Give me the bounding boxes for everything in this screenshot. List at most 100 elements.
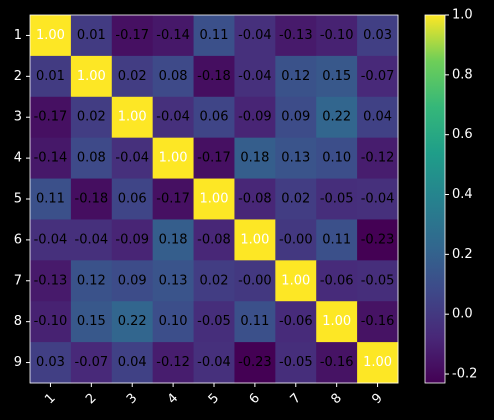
heatmap-cell: [70, 260, 113, 302]
heatmap-cell: [234, 55, 276, 98]
heatmap-cell: [70, 96, 113, 139]
colorbar-tick-label: -0.2: [452, 367, 477, 382]
heatmap-cell: [152, 178, 195, 220]
heatmap-cell: [234, 301, 276, 343]
cell-label: -0.10: [34, 314, 68, 329]
heatmap-cell: [193, 55, 235, 98]
heatmap-cell: [193, 301, 235, 343]
heatmap-cell: [152, 342, 195, 384]
cell-label: 0.03: [363, 28, 392, 43]
cell-label: -0.23: [361, 232, 395, 247]
cell-label: -0.10: [320, 28, 354, 43]
cell-label: 1.00: [322, 314, 351, 329]
heatmap-cell: [357, 137, 399, 180]
heatmap-cell: [275, 178, 317, 220]
colorbar-tick-label: 1.0: [452, 8, 473, 23]
cell-label: -0.13: [34, 273, 68, 288]
heatmap-cell: [152, 219, 195, 261]
cell-label: -0.18: [197, 69, 231, 84]
y-tick-label: 5: [14, 192, 22, 207]
cell-label: -0.05: [361, 273, 395, 288]
heatmap-cell: [70, 219, 113, 261]
heatmap-cell: [193, 260, 235, 302]
heatmap-cell: [30, 55, 72, 98]
cell-label: 0.10: [322, 151, 351, 166]
heatmap-cell: [316, 260, 358, 302]
heatmap-cell: [275, 219, 317, 261]
cell-label: -0.17: [156, 192, 190, 207]
colorbar: [424, 14, 446, 384]
cell-label: 0.06: [118, 192, 147, 207]
heatmap-cell: [152, 96, 195, 139]
heatmap-cell: [111, 137, 154, 180]
heatmap-cell: [30, 15, 72, 57]
cell-label: -0.04: [75, 232, 109, 247]
x-tick-label: 3: [124, 391, 140, 407]
cell-label: -0.17: [197, 151, 231, 166]
heatmap-cell: [111, 260, 154, 302]
x-tick-label: 1: [42, 391, 58, 407]
plot-frame: [29, 14, 399, 384]
heatmap-cell: [70, 178, 113, 220]
heatmap-cell: [357, 342, 399, 384]
heatmap-cell: [30, 96, 72, 139]
cell-label: 0.04: [118, 355, 147, 370]
heatmap-cell: [70, 15, 113, 57]
heatmap-cell: [30, 342, 72, 384]
cell-label: 1.00: [281, 273, 310, 288]
heatmap-cell: [111, 342, 154, 384]
heatmap-cell: [234, 342, 276, 384]
heatmap-cell: [152, 301, 195, 343]
heatmap-cell: [357, 96, 399, 139]
heatmap-cell: [234, 219, 276, 261]
heatmap-cell: [70, 55, 113, 98]
cell-label: 1.00: [200, 192, 229, 207]
heatmap-cell: [357, 15, 399, 57]
heatmap-cell: [111, 15, 154, 57]
x-tick-label: 8: [328, 391, 344, 407]
cell-label: 0.02: [118, 69, 147, 84]
heatmap-cell: [152, 260, 195, 302]
cell-label: -0.04: [197, 355, 231, 370]
cell-label: 1.00: [363, 355, 392, 370]
cell-label: 0.13: [159, 273, 188, 288]
colorbar-tick-label: 0.6: [452, 127, 473, 142]
cell-label: 0.04: [363, 110, 392, 125]
heatmap-cell: [111, 96, 154, 139]
heatmap-cell: [357, 219, 399, 261]
cell-label: 0.08: [77, 151, 106, 166]
cell-label: -0.09: [115, 232, 149, 247]
x-tick-label: 5: [206, 391, 222, 407]
heatmap-cell: [275, 96, 317, 139]
cell-label: 0.02: [281, 192, 310, 207]
cell-label: -0.08: [238, 192, 272, 207]
cell-label: -0.18: [75, 192, 109, 207]
cell-label: -0.06: [320, 273, 354, 288]
heatmap-cell: [193, 342, 235, 384]
heatmap-cell: [357, 55, 399, 98]
cell-label: -0.06: [279, 314, 313, 329]
cell-label: 0.18: [240, 151, 269, 166]
y-tick-label: 4: [14, 151, 22, 166]
cell-label: -0.12: [156, 355, 190, 370]
cell-label: 0.02: [77, 110, 106, 125]
cell-label: 0.01: [77, 28, 106, 43]
cell-label: 0.11: [240, 314, 269, 329]
cell-label: 1.00: [77, 69, 106, 84]
heatmap-cell: [316, 301, 358, 343]
heatmap-cell: [152, 15, 195, 57]
cell-label: 0.11: [322, 232, 351, 247]
heatmap-cell: [193, 137, 235, 180]
x-tick-label: 2: [83, 391, 99, 407]
cell-label: 0.01: [36, 69, 65, 84]
heatmap-cell: [193, 15, 235, 57]
colorbar-tick-label: 0.2: [452, 247, 473, 262]
cell-label: 0.15: [322, 69, 351, 84]
heatmap-cell: [234, 260, 276, 302]
heatmap-cell: [30, 219, 72, 261]
cell-label: -0.23: [238, 355, 272, 370]
heatmap-cell: [30, 301, 72, 343]
heatmap-cell: [316, 219, 358, 261]
heatmap-cell: [111, 219, 154, 261]
